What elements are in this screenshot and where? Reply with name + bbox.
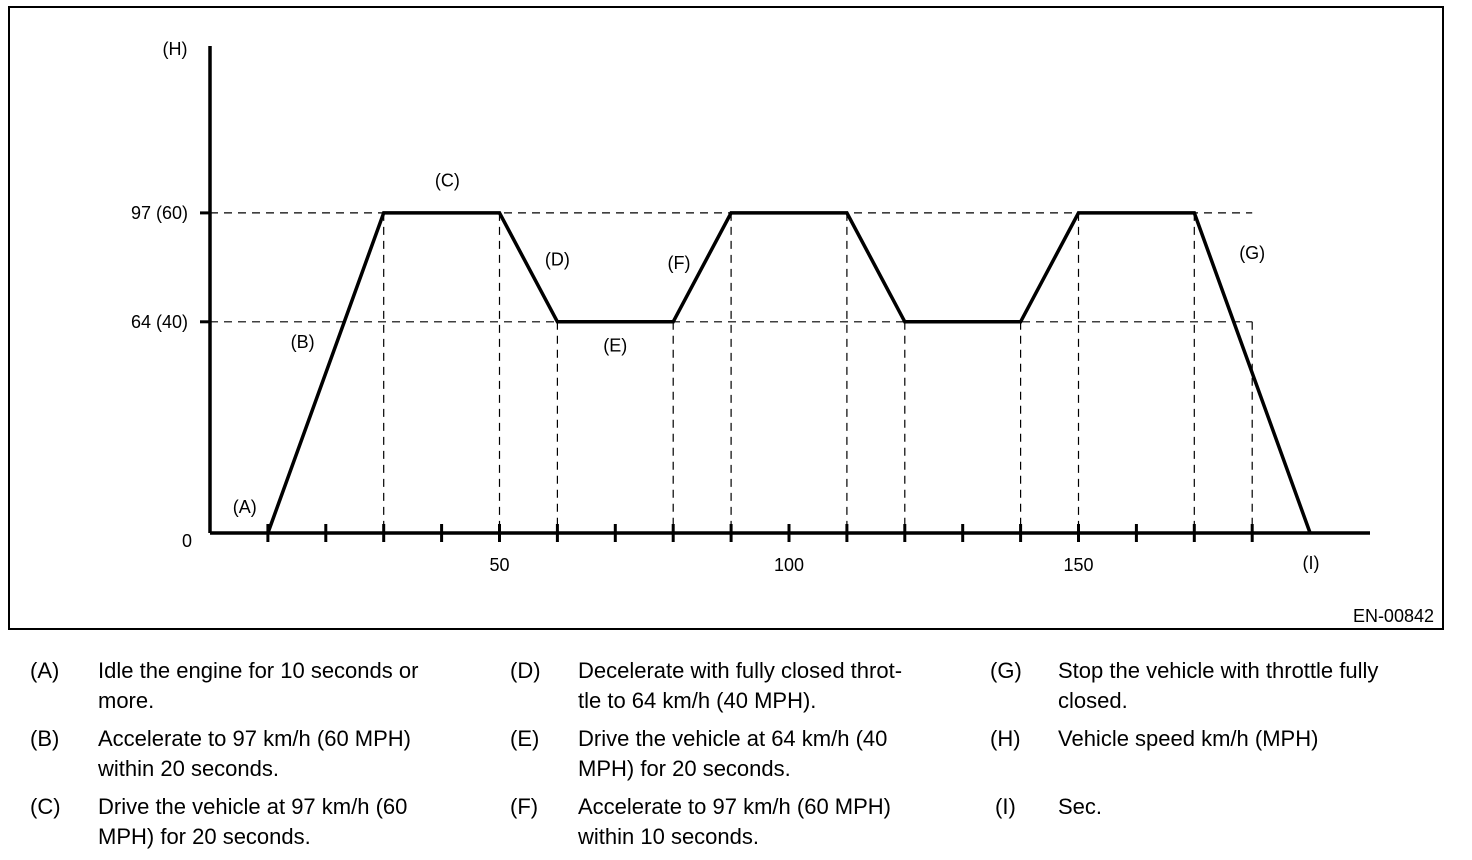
legend-text-line: Sec. bbox=[1058, 794, 1103, 819]
chart-frame: 0 64 (40) 97 (60) 50 100 150 (H) (I) (A) (B) (C) (D… bbox=[8, 6, 1444, 630]
legend-text-line: MPH) for 20 seconds. bbox=[98, 824, 311, 849]
legend-text-line: Accelerate to 97 km/h (60 MPH) bbox=[98, 726, 412, 751]
segment-annotation: (A) bbox=[233, 497, 257, 517]
segment-annotation: (C) bbox=[435, 171, 460, 191]
legend-item-h: (H) Vehicle speed km/h (MPH) bbox=[990, 724, 1460, 758]
figure-code: EN-00842 bbox=[1353, 606, 1434, 626]
legend-code: (G) bbox=[990, 658, 1022, 683]
legend-text-line: within 20 seconds. bbox=[98, 756, 279, 781]
y-tick-label: 64 (40) bbox=[131, 312, 188, 332]
x-axis-marker: (I) bbox=[1303, 553, 1320, 573]
legend-code: (C) bbox=[30, 794, 61, 819]
legend-code: (H) bbox=[990, 726, 1021, 751]
legend-code: (I) bbox=[995, 794, 1016, 819]
segment-annotation: (E) bbox=[603, 336, 627, 356]
speed-profile-line bbox=[266, 211, 1312, 534]
legend-item-c: (C) Drive the vehicle at 97 km/h (60 MPH… bbox=[30, 792, 490, 856]
legend-item-b: (B) Accelerate to 97 km/h (60 MPH) withi… bbox=[30, 724, 490, 788]
legend-text-line: Accelerate to 97 km/h (60 MPH) bbox=[578, 794, 892, 819]
legend-text-line: MPH) for 20 seconds. bbox=[578, 756, 791, 781]
legend-code: (E) bbox=[510, 726, 540, 751]
legend-text-line: closed. bbox=[1058, 688, 1128, 713]
x-tick-label: 100 bbox=[774, 555, 804, 575]
legend-code: (B) bbox=[30, 726, 60, 751]
y-axis-marker: (H) bbox=[163, 39, 188, 59]
legend-text-line: Decelerate with fully closed throt- bbox=[578, 658, 903, 683]
legend-item-e: (E) Drive the vehicle at 64 km/h (40 MPH… bbox=[510, 724, 970, 788]
segment-annotation: (G) bbox=[1239, 243, 1265, 263]
legend-item-d: (D) Decelerate with fully closed throt- … bbox=[510, 656, 970, 720]
legend-text-line: more. bbox=[98, 688, 155, 713]
segment-annotation: (B) bbox=[291, 332, 315, 352]
legend-item-f: (F) Accelerate to 97 km/h (60 MPH) withi… bbox=[510, 792, 970, 856]
speed-profile-chart: 0 64 (40) 97 (60) 50 100 150 (H) (I) (A) (B) (C) (D… bbox=[131, 39, 1434, 626]
legend-text-line: within 10 seconds. bbox=[578, 824, 759, 849]
legend-text-line: tle to 64 km/h (40 MPH). bbox=[578, 688, 817, 713]
x-tick-label: 50 bbox=[489, 555, 509, 575]
legend-item-g: (G) Stop the vehicle with throttle fully… bbox=[990, 656, 1460, 720]
legend-text-line: Drive the vehicle at 97 km/h (60 bbox=[98, 794, 408, 819]
legend-text-line: Drive the vehicle at 64 km/h (40 bbox=[578, 726, 888, 751]
segment-annotation: (F) bbox=[667, 253, 690, 273]
legend-code: (D) bbox=[510, 658, 541, 683]
legend-text-line: Stop the vehicle with throttle fully bbox=[1058, 658, 1379, 683]
x-tick-label: 150 bbox=[1063, 555, 1093, 575]
legend: (A) Idle the engine for 10 seconds or mo… bbox=[0, 652, 1472, 860]
legend-code: (F) bbox=[510, 794, 539, 819]
segment-annotation: (D) bbox=[545, 250, 570, 270]
legend-code: (A) bbox=[30, 658, 60, 683]
y-tick-label: 97 (60) bbox=[131, 203, 188, 223]
legend-item-a: (A) Idle the engine for 10 seconds or mo… bbox=[30, 656, 490, 720]
y-tick-label: 0 bbox=[182, 531, 192, 551]
legend-text-line: Vehicle speed km/h (MPH) bbox=[1058, 726, 1319, 751]
legend-item-i: (I) Sec. bbox=[995, 792, 1465, 826]
legend-text-line: Idle the engine for 10 seconds or bbox=[98, 658, 419, 683]
